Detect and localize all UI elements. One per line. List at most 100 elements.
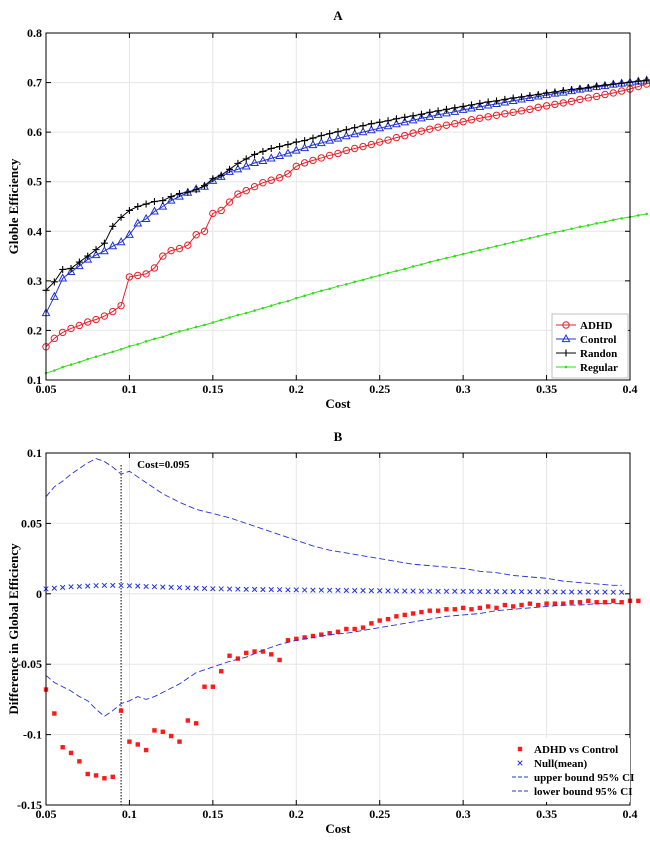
data-point [325,151,334,160]
data-point [351,124,359,132]
data-point [267,145,275,153]
data-point [76,583,83,590]
data-point [500,97,510,106]
data-point [475,101,485,110]
data-point [584,94,592,102]
data-point [352,587,358,594]
data-point [561,229,565,233]
data-point [218,586,224,592]
data-point [226,586,233,592]
data-point [259,179,267,187]
x-tick-label: 0.1 [122,382,137,396]
data-point [342,146,351,155]
axis-ticks: 0.05 0.1 0.15 0.2 0.25 0.3 0.35 0.40.10.20.30.4… [27,26,638,396]
data-point [234,159,242,167]
data-point [450,106,460,115]
data-point [383,121,393,130]
data-point [393,588,400,594]
series-adhd [42,80,650,351]
data-point [483,100,493,109]
y-tick-label: -0.05 [17,657,42,671]
legend-marker [517,746,523,752]
data-point [267,176,275,184]
data-point [168,733,174,739]
legend-item: Control [556,333,616,346]
data-point [502,589,508,595]
data-point [310,633,316,639]
data-point [266,153,276,162]
data-point [335,587,341,593]
data-point [426,108,434,116]
legend-marker [517,760,523,766]
y-tick-label: 0.05 [21,516,42,530]
y-axis-label: Difference in Global Efficiency [6,543,21,715]
data-point [278,301,281,305]
chart-title: A [333,8,343,23]
data-point [467,101,475,109]
data-point [544,601,549,606]
data-point [536,602,541,608]
data-point [408,115,418,124]
data-point [427,588,433,594]
data-point [318,587,324,593]
data-point [576,95,584,104]
data-point [103,352,106,356]
data-point [200,227,209,235]
data-point [94,355,98,359]
data-point [117,301,125,310]
data-point [93,773,99,778]
data-point [169,332,173,336]
data-point [53,369,56,372]
data-point [460,605,466,611]
data-point [124,229,134,238]
data-point [194,325,198,329]
data-point [503,242,507,246]
data-point [77,759,82,764]
data-point [495,244,498,248]
data-point [176,584,183,591]
x-tick-label: 0.4 [623,807,638,821]
data-point [545,232,548,236]
data-point [542,89,552,99]
data-point [419,609,424,615]
x-tick-label: 0.3 [456,382,471,396]
data-point [186,328,190,331]
data-point [68,750,74,756]
data-point [203,323,206,327]
data-point [68,584,74,590]
data-point [343,587,349,594]
data-point [185,718,191,723]
data-point [210,684,216,689]
data-point [109,307,117,316]
data-point [634,77,642,85]
data-point [577,589,583,595]
data-point [228,316,231,319]
data-point [50,334,59,343]
data-point [568,86,576,94]
data-point [261,306,265,310]
y-tick-label: 0.4 [27,224,42,238]
data-point [569,600,574,605]
data-point [493,97,501,105]
data-point [160,729,165,734]
data-point [392,133,401,142]
data-point [601,90,609,99]
data-point [166,195,176,204]
data-point [117,213,125,221]
data-point [60,584,66,591]
data-point [502,602,508,608]
chart-a: 0.05 0.1 0.15 0.2 0.25 0.3 0.35 0.40.10.20.30.4… [6,8,650,411]
data-point [461,252,465,256]
data-point [150,198,158,206]
data-point [209,175,217,183]
data-point [310,587,316,593]
data-point [277,657,282,663]
data-point [235,586,241,592]
data-point [58,273,68,282]
chart-title: B [334,429,343,444]
data-point [434,107,442,115]
data-point [217,171,225,179]
data-point [210,586,216,592]
data-point [135,742,140,747]
series-randon-line [45,79,647,291]
